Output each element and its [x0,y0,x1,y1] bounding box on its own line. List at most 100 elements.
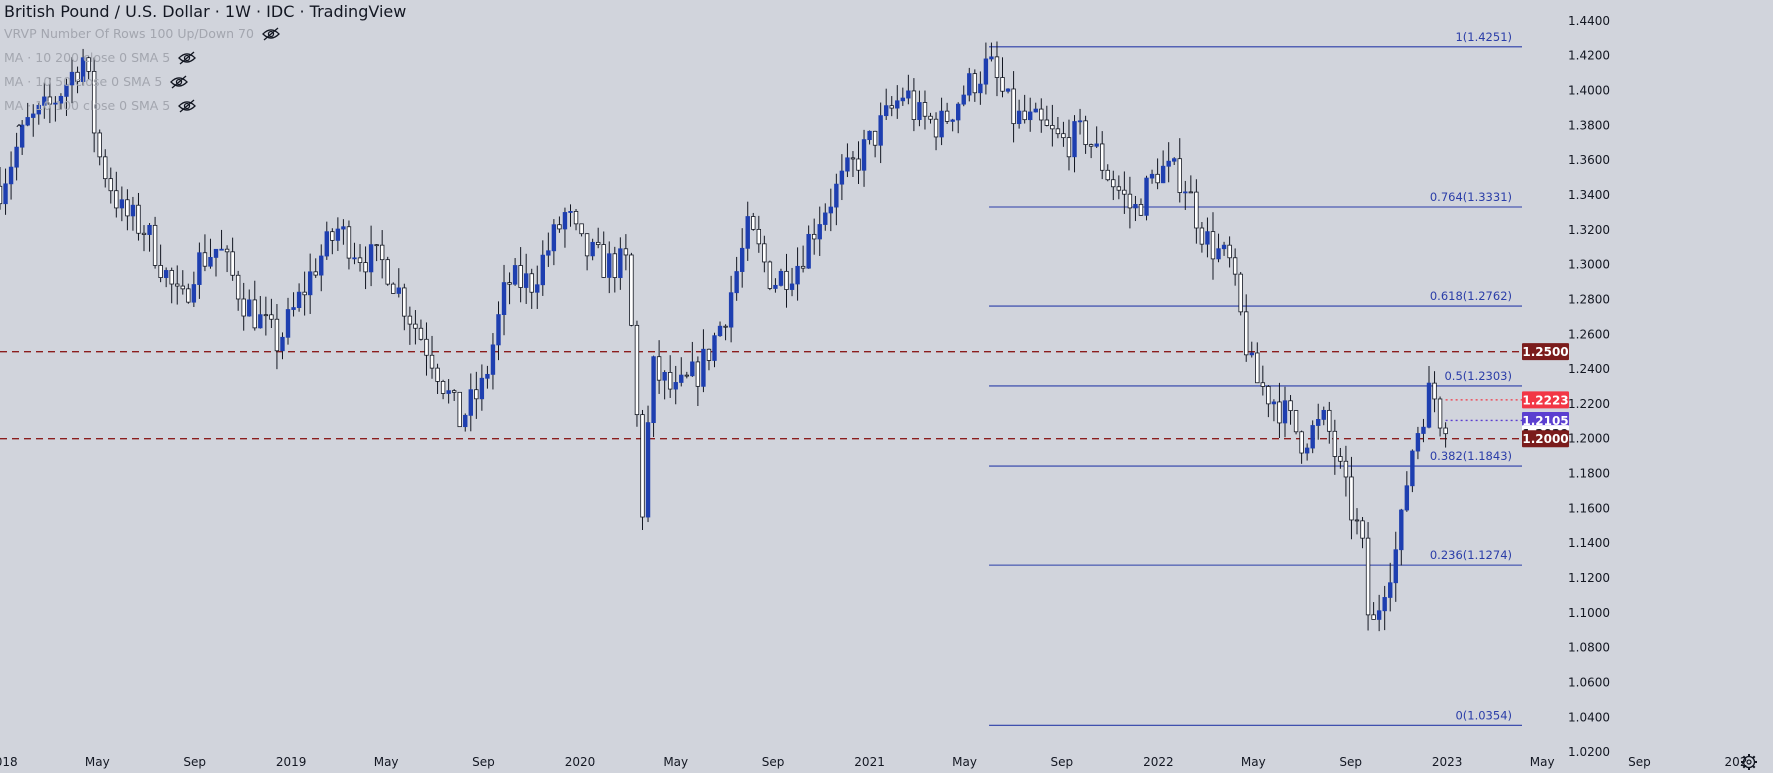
candle-body [634,324,640,416]
candle-body [352,257,357,260]
candle-body [734,271,739,294]
candle-body [324,231,329,257]
candle-body [435,367,440,382]
candle-body [751,216,756,230]
candle-body [186,288,191,303]
candle-body [86,57,91,72]
candle-body [950,119,955,122]
candle-body [418,327,424,340]
candle-body [523,273,529,288]
candle-body [1216,248,1221,260]
price-tick-label: 1.4200 [1568,49,1610,63]
time-tick-label: May [663,755,688,769]
price-tick-label: 1.0600 [1568,675,1610,689]
candle-body [1354,519,1360,522]
candle-body [1249,352,1254,356]
candle-body [1221,244,1227,250]
candle-body [424,338,429,356]
candle-body [263,314,269,317]
candle-body [313,271,318,276]
candle-body [679,374,684,383]
candle-body [723,325,728,328]
candle-body [280,336,285,352]
candle-body [252,299,257,329]
candle-body [584,233,590,257]
candle-body [961,94,966,105]
price-tick-label: 1.3800 [1568,118,1610,132]
candle-body [1266,386,1271,405]
candle-body [1288,400,1293,412]
candle-body [717,325,723,337]
candle-body [651,356,656,424]
eye-off-icon[interactable] [262,27,280,41]
candle-body [983,58,989,85]
candle-body [1437,398,1443,429]
time-axis[interactable]: 2018 May Sep 2019 May Sep 2020 May Sep 2021 May Sep… [0,755,1747,769]
candle-body [69,71,75,86]
candle-body [1177,158,1182,193]
indicator-row-vrvp[interactable]: VRVP Number Of Rows 100 Up/Down 70 [4,22,406,46]
price-axis[interactable]: 1.4400 1.4200 1.4000 1.3800 1.3600 1.3400 1.32… [1568,14,1610,759]
candle-body [595,241,601,245]
indicator-row-ma200[interactable]: MA · 10 200 close 0 SMA 5 [4,46,406,70]
candle-body [385,259,390,285]
candle-body [972,73,978,94]
candle-body [690,361,695,377]
candle-body [956,103,961,121]
candle-body [507,282,512,285]
fib-level-label: 0(1.0354) [1455,708,1512,722]
candle-body [14,146,19,168]
time-tick-label: Sep [762,755,785,769]
price-badge [1522,430,1569,448]
candle-body [878,115,883,146]
candle-body [1232,257,1238,275]
candle-body [141,232,147,235]
candle-body [1310,425,1315,449]
candle-body [357,257,363,264]
candle-body [152,224,158,266]
candle-body [728,292,734,328]
price-tick-label: 1.0400 [1568,710,1610,724]
candle-body [839,170,845,185]
candle-body [800,265,806,269]
candle-body [307,271,313,296]
candle-body [1410,450,1415,487]
candle-body [1127,193,1133,209]
price-badge [1522,391,1569,409]
candle-body [684,374,690,377]
candle-body [291,307,296,310]
candle-body [806,233,811,269]
candle-body [402,287,407,317]
candle-body [867,130,872,141]
candle-body [213,248,219,258]
eye-off-icon[interactable] [178,51,197,65]
eye-off-icon[interactable] [178,99,197,113]
settings-icon[interactable] [1741,754,1757,770]
candle-body [1105,169,1110,181]
candle-body [535,284,540,293]
chevron-up-icon[interactable]: ⌃ [14,122,25,136]
horizontal-lines-layer [0,350,1542,440]
candle-body [147,224,152,235]
candle-body [1393,549,1398,584]
indicator-label: VRVP Number Of Rows 100 Up/Down 70 [4,26,254,41]
candle-body [618,248,623,278]
candle-body [108,178,113,192]
candle-body [712,335,717,361]
candle-body [130,204,136,217]
candle-body [103,156,108,180]
price-badge-label: 1.2000 [1522,432,1568,446]
candle-body [612,253,618,278]
candle-body [1260,382,1266,387]
indicator-row-ma50[interactable]: MA · 10 50 close 0 SMA 5 [4,70,406,94]
candle-body [1382,597,1387,612]
indicator-row-ma100[interactable]: MA · 10 100 close 0 SMA 5 [4,94,406,118]
candle-body [562,212,568,230]
candle-body [512,265,518,285]
candle-body [241,298,246,317]
time-tick-label: Sep [472,755,495,769]
fib-level-label: 1(1.4251) [1455,30,1512,44]
eye-off-icon[interactable] [170,75,189,89]
candle-body [58,95,64,104]
